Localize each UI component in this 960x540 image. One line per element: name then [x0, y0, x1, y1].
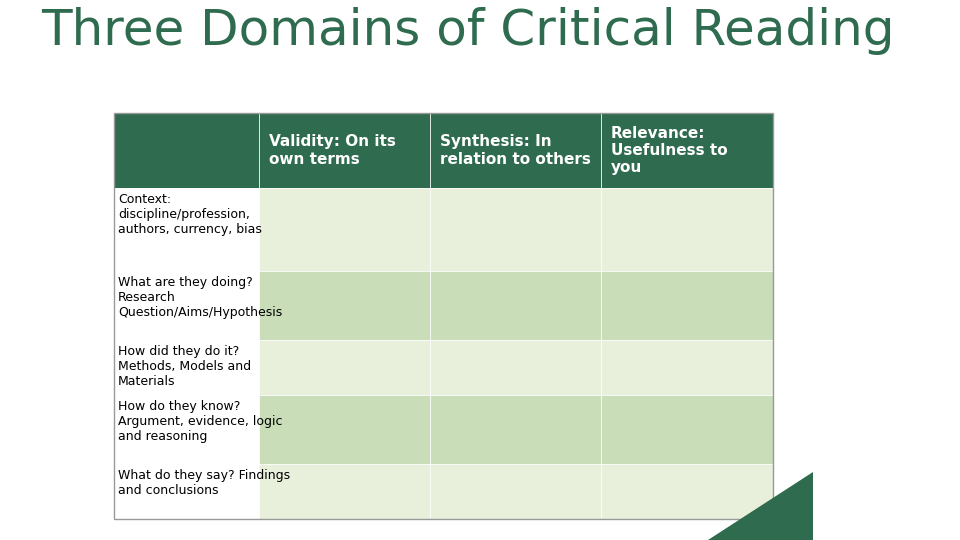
- Bar: [601, 188, 773, 271]
- Bar: [114, 395, 259, 464]
- Text: Three Domains of Critical Reading: Three Domains of Critical Reading: [40, 8, 894, 56]
- Text: What do they say? Findings
and conclusions: What do they say? Findings and conclusio…: [118, 469, 290, 497]
- Bar: [114, 271, 259, 340]
- Bar: [430, 113, 601, 188]
- Bar: [114, 113, 259, 188]
- Text: Context:
discipline/profession,
authors, currency, bias: Context: discipline/profession, authors,…: [118, 193, 262, 237]
- Bar: [114, 340, 259, 395]
- Bar: [430, 188, 601, 271]
- Text: How do they know?
Argument, evidence, logic
and reasoning: How do they know? Argument, evidence, lo…: [118, 400, 282, 443]
- Bar: [114, 113, 773, 519]
- Bar: [601, 340, 773, 395]
- Bar: [430, 395, 601, 464]
- Bar: [601, 395, 773, 464]
- Polygon shape: [708, 472, 813, 540]
- Bar: [114, 188, 259, 271]
- Bar: [259, 188, 430, 271]
- Bar: [114, 464, 259, 519]
- Bar: [430, 464, 601, 519]
- Bar: [430, 340, 601, 395]
- Bar: [601, 464, 773, 519]
- Bar: [601, 113, 773, 188]
- Bar: [430, 271, 601, 340]
- Bar: [259, 113, 430, 188]
- Bar: [259, 395, 430, 464]
- Text: Validity: On its
own terms: Validity: On its own terms: [269, 134, 396, 167]
- Bar: [259, 271, 430, 340]
- Bar: [259, 340, 430, 395]
- Text: Synthesis: In
relation to others: Synthesis: In relation to others: [440, 134, 590, 167]
- Bar: [601, 271, 773, 340]
- Text: Relevance:
Usefulness to
you: Relevance: Usefulness to you: [612, 126, 728, 176]
- Text: How did they do it?
Methods, Models and
Materials: How did they do it? Methods, Models and …: [118, 345, 252, 388]
- Bar: [259, 464, 430, 519]
- Text: What are they doing?
Research
Question/Aims/Hypothesis: What are they doing? Research Question/A…: [118, 276, 282, 319]
